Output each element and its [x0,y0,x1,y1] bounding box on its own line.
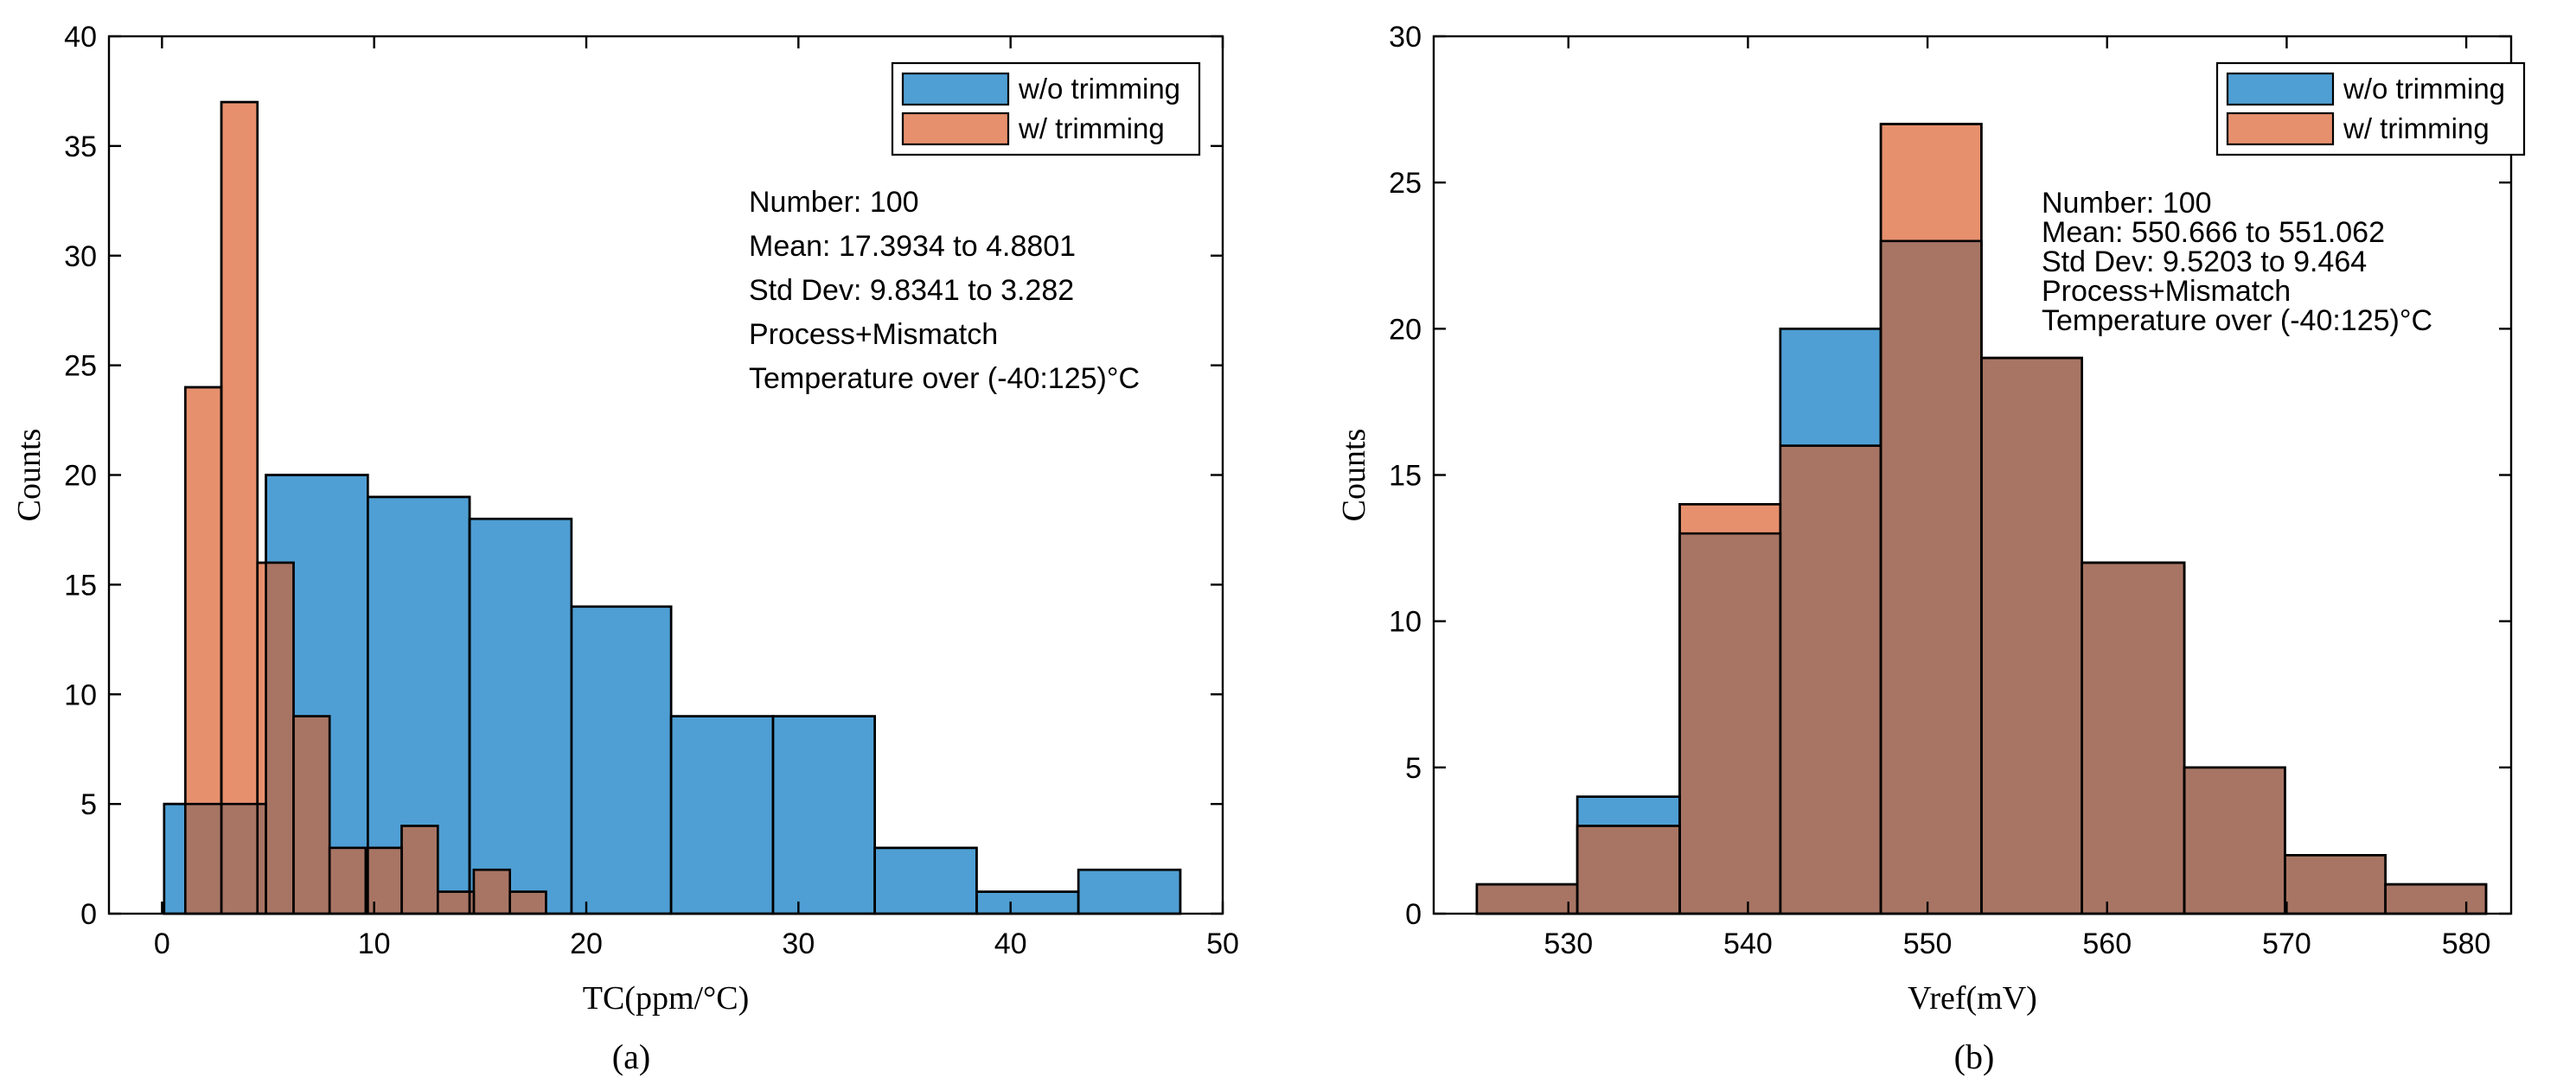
y-tick-label: 15 [64,569,97,602]
x-tick-label: 570 [2262,927,2311,960]
bar-overlap [401,825,438,914]
x-tick-label: 530 [1544,927,1593,960]
bar-overlap [2081,563,2185,914]
bar-wo-trimming [771,715,876,915]
bar-overlap [1780,445,1882,914]
x-tick-label: 20 [570,927,603,960]
annotation-line: Std Dev: 9.5203 to 9.464 [2042,245,2367,278]
y-tick-label: 35 [64,131,97,163]
annotation-line: Number: 100 [749,186,919,219]
y-axis-label: Counts [1336,429,1372,522]
y-tick-label: 25 [1389,167,1422,200]
bar-overlap [1577,825,1680,914]
x-tick-label: 30 [782,927,815,960]
y-tick-label: 10 [1389,606,1422,639]
y-tick-label: 10 [64,679,97,711]
bar-overlap [185,804,222,914]
y-tick-label: 20 [64,460,97,493]
bar-outline-wo-trimming [1077,868,1182,915]
bar-overlap [329,847,366,914]
bar-overlap [2385,884,2486,914]
x-tick-label: 40 [994,927,1027,960]
y-tick-label: 15 [1389,460,1422,493]
y-tick-label: 20 [1389,313,1422,346]
bar-overlap [473,870,510,914]
y-axis-label: Counts [11,429,48,522]
y-tick-label: 5 [80,788,97,821]
annotation-line: Temperature over (-40:125)°C [749,362,1140,395]
annotation-line: Mean: 550.666 to 551.062 [2042,216,2385,249]
bar-wo-trimming [468,517,573,915]
bar-wo-trimming [669,715,775,915]
bar-wo-trimming [1077,868,1182,915]
bar-overlap [470,891,474,914]
legend-swatch-wo-trimming [901,72,1010,106]
annotation-line: Process+Mismatch [749,318,998,351]
bar-outline-w-trimming [400,825,439,915]
legend-label: w/ trimming [2343,112,2490,144]
annotation-line: Std Dev: 9.8341 to 3.282 [749,274,1074,307]
bar-wo-trimming [873,846,978,915]
x-tick-label: 50 [1206,927,1239,960]
bar-overlap [257,804,266,914]
panel-label: (b) [1954,1037,1995,1076]
bar-overlap [221,804,258,914]
bar-outline-w-trimming [2183,766,2286,915]
bar-outline-wo-trimming [771,715,876,915]
bar-outline-wo-trimming [873,846,978,915]
x-tick-label: 540 [1723,927,1773,960]
histogram-panel-b: 530 540 550 560 570 580 0 5 10 15 20 25 30 Vref(mV) Co… [1336,21,2526,1076]
bar-wo-trimming [570,605,673,915]
bar-overlap [265,563,294,914]
bar-overlap [509,891,547,914]
annotation-line: Number: 100 [2042,187,2212,220]
bar-overlap [2285,855,2386,914]
x-tick-label: 550 [1903,927,1953,960]
x-tick-label: 560 [2082,927,2132,960]
x-tick-label: 10 [358,927,391,960]
bar-overlap [1476,884,1578,914]
y-tick-label: 40 [64,21,97,54]
annotation-line: Process+Mismatch [2042,275,2291,308]
annotation-line: Temperature over (-40:125)°C [2042,304,2432,337]
y-tick-label: 5 [1405,752,1422,785]
panel-label: (a) [612,1037,650,1076]
bar-outline-w-trimming [292,715,331,915]
x-tick-label: 0 [154,927,170,960]
bar-outline-w-trimming [2081,561,2186,915]
y-tick-label: 30 [64,240,97,273]
legend-label: w/o trimming [2343,73,2505,105]
y-tick-label: 30 [1389,21,1422,54]
bar-w-trimming [220,100,259,915]
bar-overlap [293,716,330,914]
x-tick-label: 580 [2442,927,2491,960]
bar-overlap [1881,240,1982,914]
x-axis-label: TC(ppm/°C) [583,980,750,1017]
bar-overlap [2184,767,2285,914]
legend-swatch-w-trimming [2226,112,2335,146]
bar-outline-w-trimming [2384,883,2488,915]
bar-overlap [438,891,470,914]
bar-overlap [1981,358,2082,915]
bar-outline-w-trimming [508,890,547,915]
legend-label: w/o trimming [1018,73,1180,105]
bar-overlap [1679,533,1780,914]
legend-swatch-wo-trimming [2226,72,2335,106]
bar-outline-w-trimming [220,100,259,915]
bar-wo-trimming [975,890,1080,915]
x-axis-label: Vref(mV) [1908,980,2037,1017]
histogram-panel-a: 0 10 20 30 40 50 0 5 10 15 20 25 30 35 40 TC(ppm/°C) Cou… [11,21,1239,1076]
bar-overlap [368,847,402,914]
y-tick-label: 0 [80,898,97,931]
y-tick-label: 25 [64,350,97,383]
legend-swatch-w-trimming [901,112,1010,146]
annotation-line: Mean: 17.3934 to 4.8801 [749,230,1076,263]
y-tick-label: 0 [1405,898,1422,931]
legend-label: w/ trimming [1018,112,1165,144]
